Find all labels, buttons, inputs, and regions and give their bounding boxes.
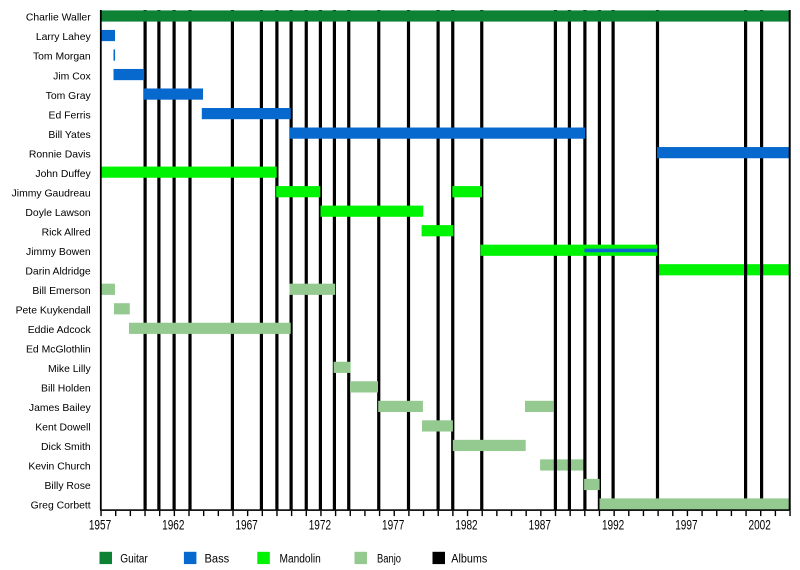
svg-text:1982: 1982: [455, 518, 477, 533]
svg-text:Bass: Bass: [205, 553, 230, 565]
svg-text:Billy Rose: Billy Rose: [44, 481, 90, 492]
svg-text:Guitar: Guitar: [120, 553, 148, 565]
svg-text:Mandolin: Mandolin: [280, 553, 321, 565]
svg-text:Kent Dowell: Kent Dowell: [35, 423, 90, 434]
svg-text:Albums: Albums: [451, 553, 487, 565]
svg-text:Dick Smith: Dick Smith: [41, 442, 91, 453]
svg-text:Greg Corbett: Greg Corbett: [31, 501, 91, 512]
svg-text:Jimmy Gaudreau: Jimmy Gaudreau: [12, 188, 91, 199]
svg-text:Jimmy Bowen: Jimmy Bowen: [26, 247, 91, 258]
svg-text:1957: 1957: [89, 518, 111, 533]
svg-text:1987: 1987: [529, 518, 551, 533]
svg-text:1992: 1992: [602, 518, 624, 533]
svg-text:Rick Allred: Rick Allred: [42, 227, 91, 238]
svg-text:Ronnie Davis: Ronnie Davis: [29, 149, 91, 160]
svg-text:1967: 1967: [235, 518, 257, 533]
svg-text:Banjo: Banjo: [377, 553, 401, 565]
svg-text:Charlie Waller: Charlie Waller: [26, 13, 91, 24]
svg-text:1962: 1962: [162, 518, 184, 533]
svg-text:Larry Lahey: Larry Lahey: [36, 32, 92, 43]
svg-text:Bill Emerson: Bill Emerson: [32, 286, 91, 297]
svg-text:John Duffey: John Duffey: [35, 169, 91, 180]
svg-text:Tom Morgan: Tom Morgan: [33, 52, 91, 63]
svg-text:Doyle Lawson: Doyle Lawson: [25, 208, 90, 219]
svg-text:Darin Aldridge: Darin Aldridge: [25, 266, 90, 277]
svg-text:1972: 1972: [309, 518, 331, 533]
svg-text:Eddie Adcock: Eddie Adcock: [28, 325, 92, 336]
svg-text:Kevin Church: Kevin Church: [28, 462, 91, 473]
svg-text:Ed Ferris: Ed Ferris: [49, 110, 91, 121]
svg-text:Bill Holden: Bill Holden: [41, 384, 91, 395]
svg-text:Mike Lilly: Mike Lilly: [48, 364, 92, 375]
svg-text:1977: 1977: [382, 518, 404, 533]
svg-text:Tom Gray: Tom Gray: [46, 91, 92, 102]
svg-text:Bill Yates: Bill Yates: [48, 130, 90, 141]
svg-text:Jim Cox: Jim Cox: [53, 71, 91, 82]
svg-text:Pete Kuykendall: Pete Kuykendall: [16, 306, 91, 317]
svg-text:1997: 1997: [675, 518, 697, 533]
svg-text:2002: 2002: [749, 518, 771, 533]
svg-text:Ed McGlothlin: Ed McGlothlin: [26, 345, 91, 356]
svg-text:James Bailey: James Bailey: [29, 403, 92, 414]
